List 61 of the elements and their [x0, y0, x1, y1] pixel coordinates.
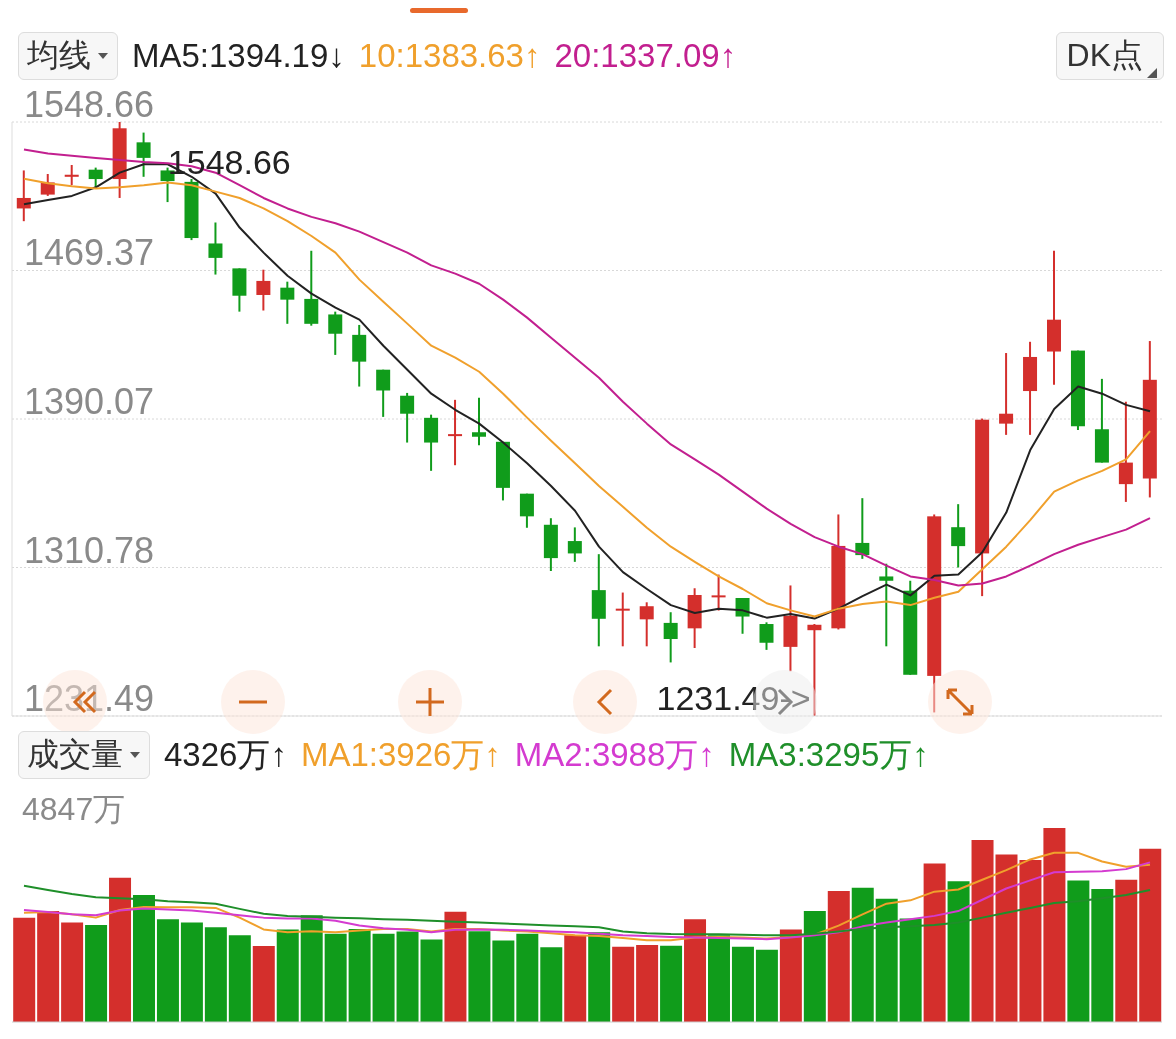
text: 20:1337.09↑ [554, 37, 737, 75]
bar [827, 891, 850, 1022]
bar [636, 944, 659, 1022]
text: 10:1383.63↑ [358, 37, 541, 75]
y-tick-label: 1310.78 [24, 529, 155, 571]
bar [61, 922, 84, 1022]
bar [109, 877, 132, 1022]
bar [492, 940, 515, 1022]
bar [1043, 828, 1066, 1022]
bar [947, 881, 970, 1022]
bar [1091, 889, 1114, 1022]
bar [300, 915, 323, 1022]
bar [899, 918, 922, 1022]
bar [851, 887, 874, 1022]
annotation: 1231.49-> [656, 679, 811, 717]
bar [180, 922, 203, 1022]
bar [612, 946, 635, 1022]
bar [707, 935, 730, 1022]
bar [1019, 860, 1042, 1022]
legend-title: 均线 [27, 36, 91, 75]
bar [779, 929, 802, 1022]
y-tick-label: 1548.66 [24, 84, 155, 125]
bar [540, 947, 563, 1022]
bar [564, 935, 587, 1022]
text: MA5:1394.19↓ [132, 37, 345, 75]
bar [276, 929, 299, 1022]
bar [372, 933, 395, 1022]
text: MA1:3926万↑ [300, 734, 501, 775]
bar [660, 945, 683, 1022]
bar [1139, 848, 1162, 1022]
bar [37, 911, 60, 1022]
text: MA2:3988万↑ [514, 734, 715, 775]
text: 4326万↑ [164, 734, 287, 775]
bar [588, 932, 611, 1022]
bar [444, 911, 467, 1022]
bar [923, 863, 946, 1022]
bar [1067, 880, 1090, 1022]
legend-title: 成交量 [27, 735, 123, 774]
y-tick-label: 1390.07 [24, 381, 155, 423]
bar [204, 927, 227, 1022]
bar [13, 917, 36, 1022]
bar [132, 894, 155, 1022]
bar [228, 935, 251, 1022]
bar [252, 945, 275, 1022]
bar [875, 898, 898, 1022]
bar [516, 933, 539, 1022]
y-tick-label: 1469.37 [24, 232, 155, 274]
bar [468, 931, 491, 1022]
bar [324, 933, 347, 1022]
bar [755, 949, 778, 1022]
bar [731, 946, 754, 1022]
annotation: 1548.66 [167, 143, 291, 181]
bar [803, 911, 826, 1022]
bar [1115, 879, 1138, 1022]
bar [156, 919, 179, 1022]
bar [684, 919, 707, 1022]
bar [85, 925, 108, 1022]
text: DK点 [1066, 36, 1143, 75]
bar [348, 928, 371, 1022]
text: 4847万 [22, 791, 126, 827]
text: MA3:3295万↑ [728, 734, 929, 775]
